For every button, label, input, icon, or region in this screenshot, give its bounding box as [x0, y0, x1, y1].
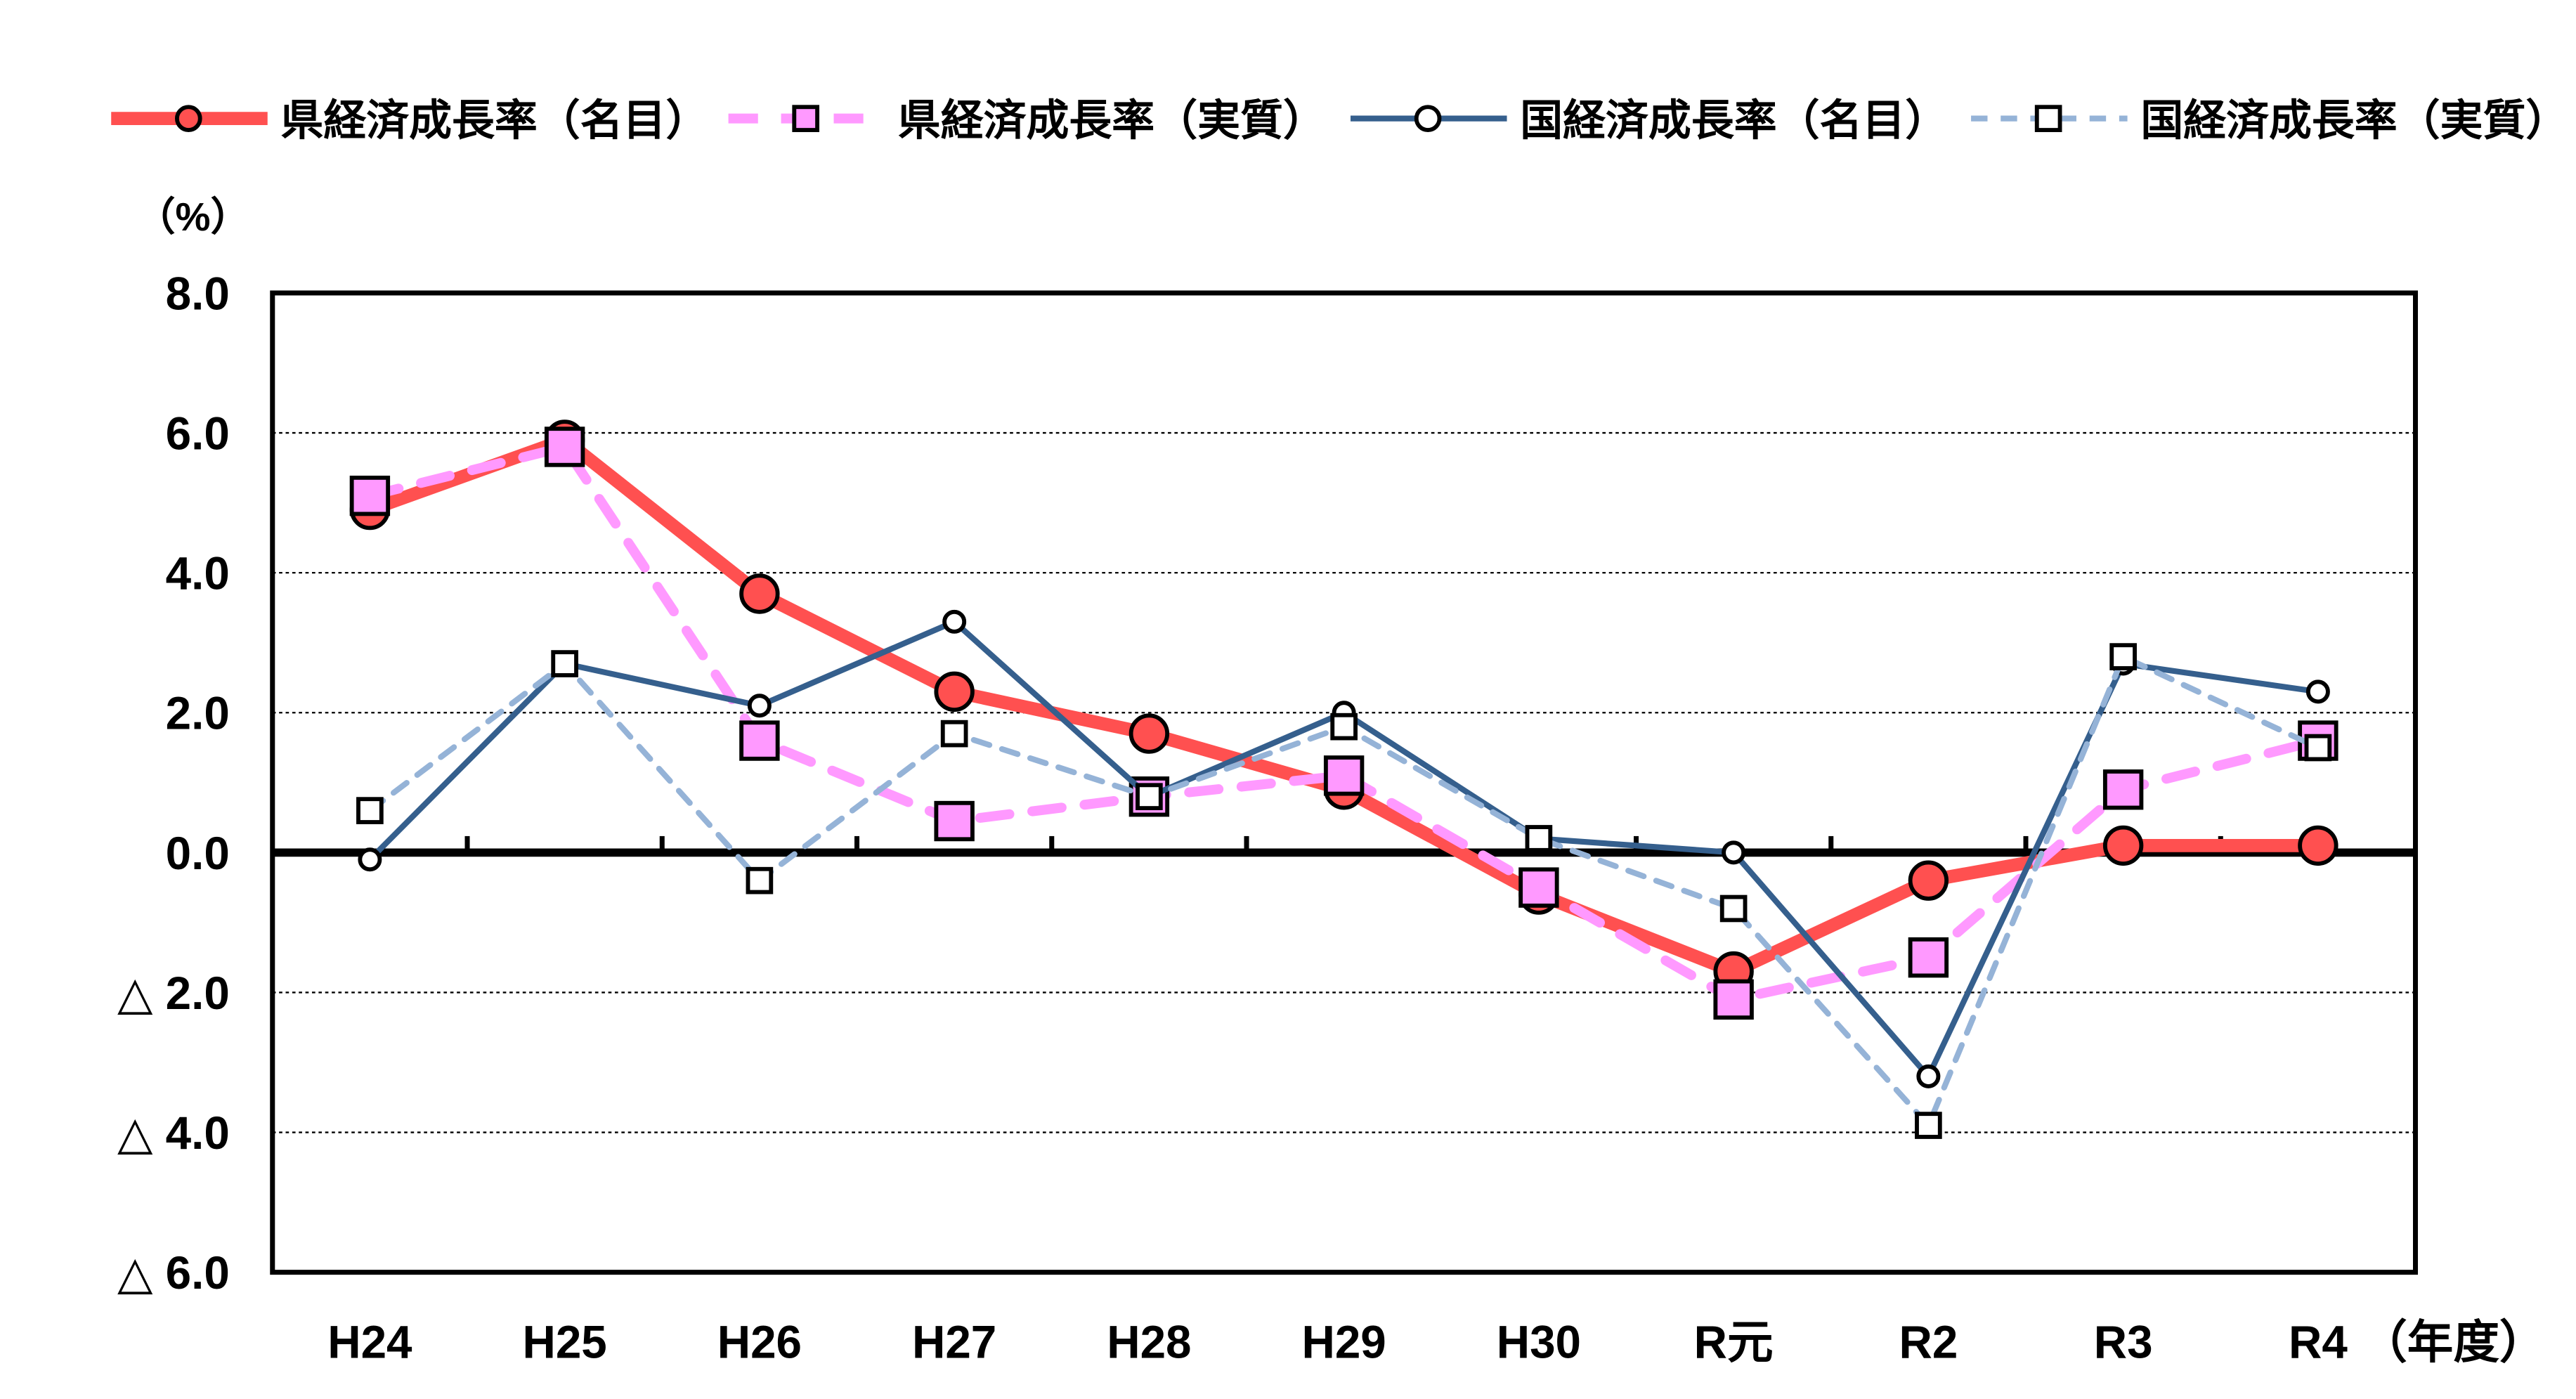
x-axis-unit-label: （年度）: [2361, 1316, 2545, 1367]
data-point: [2102, 825, 2144, 866]
data-point: [1330, 712, 1358, 741]
legend-label: 国経済成長率（名目）: [1520, 96, 1948, 144]
data-point: [1916, 1064, 1941, 1088]
y-axis-unit-label: （%）: [136, 195, 249, 239]
y-tick-label: △ 6.0: [117, 1247, 230, 1299]
legend-marker: [174, 105, 202, 132]
y-tick-label: 8.0: [166, 268, 230, 319]
x-tick-label: H30: [1497, 1316, 1581, 1367]
y-tick-label: △ 2.0: [117, 968, 230, 1019]
legend-marker: [1414, 105, 1442, 132]
data-point: [1908, 860, 1949, 901]
y-tick-label: 6.0: [166, 408, 230, 459]
x-tick-label: H26: [717, 1316, 802, 1367]
legend-label: 県経済成長率（実質）: [898, 96, 1326, 144]
legend: 県経済成長率（名目） 県経済成長率（実質） 国経済成長率（名目） 国経済成長率（実質）: [111, 96, 2568, 144]
data-point: [747, 694, 772, 718]
gridlines: [272, 431, 2416, 1133]
data-point: [739, 720, 780, 761]
legend-label: 国経済成長率（実質）: [2140, 96, 2568, 144]
data-point: [2305, 679, 2330, 704]
data-point: [1722, 840, 1746, 865]
x-tick-label: H25: [522, 1316, 606, 1367]
x-tick-label: R元: [1694, 1316, 1774, 1367]
data-point: [2102, 769, 2144, 810]
y-tick-label: 0.0: [166, 828, 230, 879]
series-2: [349, 427, 2338, 1020]
data-point: [2298, 825, 2338, 866]
data-point: [940, 720, 968, 748]
series-lines: [349, 419, 2338, 1139]
data-point: [349, 475, 391, 516]
legend-item: 国経済成長率（実質）: [1971, 96, 2568, 144]
legend-marker: [2034, 105, 2062, 132]
y-tick-label: 4.0: [166, 548, 230, 599]
data-point: [1915, 1112, 1942, 1139]
data-point: [1128, 713, 1170, 754]
x-tick-label: R3: [2094, 1316, 2153, 1367]
x-tick-label: R2: [1899, 1316, 1958, 1367]
data-point: [2304, 734, 2332, 762]
data-point: [1713, 979, 1754, 1020]
plot-area-frame: [270, 290, 2419, 1275]
data-point: [1518, 867, 1559, 908]
data-point: [746, 866, 774, 894]
data-point: [934, 800, 975, 842]
data-point: [1323, 755, 1365, 796]
data-point: [1908, 937, 1949, 978]
data-point: [1719, 894, 1748, 923]
x-tick-label: H29: [1301, 1316, 1386, 1367]
data-point: [2109, 643, 2137, 670]
data-point: [551, 650, 578, 677]
x-tick-label: R4: [2289, 1316, 2348, 1367]
y-axis-ticks: 8.0 6.0 4.0 2.0 0.0 △ 2.0 △ 4.0 △ 6.0: [117, 268, 230, 1299]
y-tick-label: △ 4.0: [117, 1107, 230, 1159]
legend-label: 県経済成長率（名目）: [280, 96, 708, 144]
y-tick-label: 2.0: [166, 688, 230, 739]
data-point: [1525, 825, 1553, 852]
x-axis-ticks: H24 H25 H26 H27 H28 H29 H30 R元 R2 R3 R4: [327, 1316, 2348, 1367]
legend-marker: [792, 105, 820, 132]
data-point: [544, 427, 585, 467]
legend-item: 県経済成長率（実質）: [728, 96, 1326, 144]
x-tick-label: H24: [327, 1316, 412, 1367]
data-point: [934, 671, 975, 712]
series-4: [356, 643, 2332, 1139]
data-point: [942, 609, 967, 634]
legend-item: 県経済成長率（名目）: [111, 96, 708, 144]
data-point: [739, 573, 780, 614]
data-point: [1136, 783, 1163, 811]
x-tick-label: H28: [1107, 1316, 1191, 1367]
legend-item: 国経済成長率（名目）: [1351, 96, 1948, 144]
data-point: [358, 847, 382, 872]
x-tick-label: H27: [912, 1316, 996, 1367]
data-point: [356, 797, 384, 824]
